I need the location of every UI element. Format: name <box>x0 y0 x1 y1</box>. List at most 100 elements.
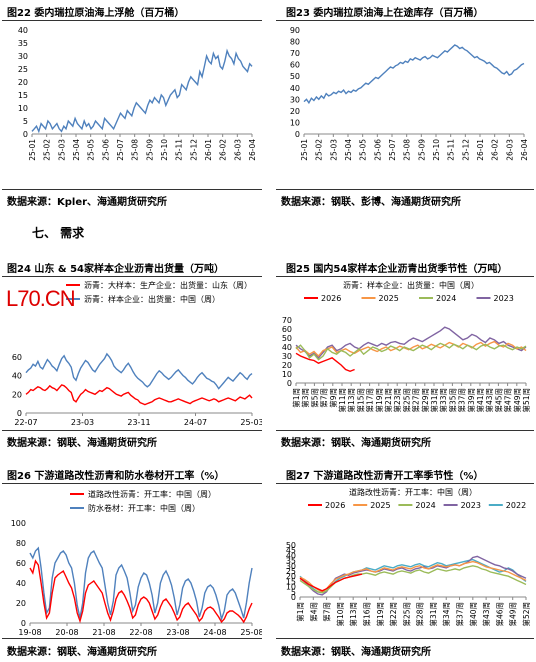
fig22-ytick-label: 20 <box>18 78 28 87</box>
fig26-legend-label: 防水卷材：开工率：中国（周） <box>88 503 200 513</box>
fig25-xtick-label: 第35周 <box>447 388 457 413</box>
fig23-xtick-label: 25-05 <box>359 139 368 161</box>
fig27-xtick-label: 第1周 <box>295 602 305 622</box>
fig26-title-rule <box>2 483 262 484</box>
fig26-xtick-label: 24-08 <box>203 628 226 637</box>
fig23-xtick-label: 25-12 <box>461 139 470 161</box>
fig25-xtick-label: 第47周 <box>503 388 513 413</box>
fig25-ytick-label: 70 <box>282 316 292 325</box>
fig27-source: 数据来源：钢联、海通期货研究所 <box>281 647 431 658</box>
fig27-xtick-label: 第31周 <box>428 602 438 627</box>
fig25-xtick-label: 第39周 <box>466 388 476 413</box>
fig22-xtick-label: 25-05 <box>87 139 96 161</box>
fig23-source: 数据来源：钢联、彭博、海通期货研究所 <box>281 197 461 208</box>
fig22-source: 数据来源：Kpler、海通期货研究所 <box>7 197 168 208</box>
fig25-xtick-label: 第15周 <box>355 388 365 413</box>
fig25-ytick-label: 10 <box>282 370 292 379</box>
fig22-ytick-label: 30 <box>18 52 28 61</box>
fig24-source: 数据来源：钢联、海通期货研究所 <box>7 438 157 449</box>
fig25-source: 数据来源：钢联、海通期货研究所 <box>281 438 431 449</box>
fig23-xtick-label: 25-04 <box>344 139 353 161</box>
fig24-ytick-label: 20 <box>12 390 22 399</box>
fig27-ytick-label: 15 <box>286 577 296 586</box>
fig24-series-1-line <box>25 384 253 406</box>
fig25-legend-header: 沥青：样本企业：出货量：中国（周） <box>343 280 479 290</box>
fig25-legend-label: 2024 <box>436 294 456 303</box>
fig22-xtick-label: 25-01 <box>28 139 37 161</box>
fig22-chart: 0 5 10 15 20 25 30 35 40 25-01 25-02 25-03 25-04 25-0… <box>18 26 257 161</box>
fig23-series-0-line <box>303 44 525 105</box>
fig22-series-0-line <box>31 48 253 134</box>
fig26-xtick-label: 19-08 <box>18 628 41 637</box>
fig26-chart: 0 20 40 60 80 100 19-08 20-08 21-08 22-08 23-08 24-… <box>11 489 262 637</box>
fig22-title-rule <box>2 20 262 21</box>
fig25-xtick-label: 第5周 <box>309 388 319 408</box>
fig27-legend-label: 2022 <box>506 501 526 510</box>
fig25-legend-label: 2023 <box>494 294 514 303</box>
fig22-xtick-label: 25-04 <box>72 139 81 161</box>
fig26-xtick-label: 25-08 <box>240 628 262 637</box>
fig25-xtick-label: 第7周 <box>319 388 329 408</box>
fig27-xtick-label: 第34周 <box>441 602 451 627</box>
fig22-xtick-label: 25-06 <box>101 139 110 161</box>
fig23-ytick-label: 40 <box>290 84 300 93</box>
fig23-ytick-label: 80 <box>290 38 300 47</box>
fig22-xtick-label: 25-03 <box>57 139 66 161</box>
fig24-title-rule <box>2 276 262 277</box>
fig27-xtick-label: 第22周 <box>388 602 398 627</box>
fig26-series-1-line <box>29 559 253 624</box>
fig27-legend-label: 2023 <box>461 501 481 510</box>
fig23-xtick-label: 26-01 <box>476 139 485 161</box>
fig23-chart: 0 10 20 30 40 50 60 70 80 90 25-01 25-02 25-03 25-04 2… <box>290 26 529 161</box>
fig25-xtick-label: 第45周 <box>493 388 503 413</box>
fig25-ytick-label: 0 <box>287 379 292 388</box>
fig26-ytick-label: 60 <box>16 559 26 568</box>
fig26-xtick-label: 21-08 <box>92 628 115 637</box>
fig23-source-rule <box>276 189 534 190</box>
fig24-ytick-label: 40 <box>12 372 22 381</box>
fig23-ytick-label: 30 <box>290 95 300 104</box>
fig23-xtick-label: 25-07 <box>388 139 397 161</box>
fig27-ytick-label: 35 <box>286 557 296 566</box>
fig25-xtick-label: 第19周 <box>374 388 384 413</box>
fig27-xtick-label: 第52周 <box>521 602 531 627</box>
fig24-legend-label: 沥青：样本企业：出货量：中国（周） <box>84 294 220 304</box>
fig25-title: 图25 国内54家样本企业沥青出货季节性（万吨） <box>286 264 508 275</box>
fig25-series-2-line <box>295 342 527 361</box>
fig27-legend-header: 道路改性沥青：开工率：中国（周） <box>349 487 477 497</box>
fig25-xtick-label: 第17周 <box>365 388 375 413</box>
fig27-title-rule <box>276 483 534 484</box>
fig25-xtick-label: 第51周 <box>521 388 531 413</box>
fig25-xtick-label: 第29周 <box>420 388 430 413</box>
fig22-ytick-label: 35 <box>18 39 28 48</box>
fig25-xtick-label: 第43周 <box>484 388 494 413</box>
fig24-xtick-label: 23-03 <box>71 418 94 427</box>
fig24-ytick-label: 0 <box>17 409 22 418</box>
fig27-ytick-label: 5 <box>291 588 296 597</box>
fig26-ytick-label: 40 <box>16 579 26 588</box>
fig22-xtick-label: 25-09 <box>145 139 154 161</box>
fig24-xtick-label: 24-07 <box>184 418 207 427</box>
fig27-ytick-label: 30 <box>286 562 296 571</box>
fig22-source-rule <box>2 189 262 190</box>
fig22-ytick-label: 10 <box>18 104 28 113</box>
fig25-legend-label: 2025 <box>379 294 399 303</box>
fig23-ytick-label: 0 <box>295 130 300 139</box>
fig27-ytick-label: 50 <box>286 541 296 550</box>
fig25-xtick-label: 第3周 <box>300 388 310 408</box>
fig27-source-rule <box>276 638 534 639</box>
fig23-xtick-label: 26-04 <box>520 139 529 161</box>
fig25-xtick-label: 第21周 <box>383 388 393 413</box>
fig27-title: 图27 下游道路改性沥青开工率季节性（%） <box>286 471 484 482</box>
fig26-series-0-line <box>29 546 253 622</box>
fig27-xtick-label: 第7周 <box>322 602 332 622</box>
fig24-series-0-line <box>25 352 253 390</box>
overlay-watermark-text: L70.CN <box>6 286 76 311</box>
fig24-xtick-label: 22-07 <box>14 418 37 427</box>
fig23-xtick-label: 25-02 <box>315 139 324 161</box>
fig26-title: 图26 下游道路改性沥青和防水卷材开工率（%） <box>7 471 225 482</box>
fig24-legend-label: 沥青：大样本：生产企业：出货量：山东（周） <box>84 280 252 290</box>
fig23-xtick-label: 25-11 <box>447 139 456 161</box>
